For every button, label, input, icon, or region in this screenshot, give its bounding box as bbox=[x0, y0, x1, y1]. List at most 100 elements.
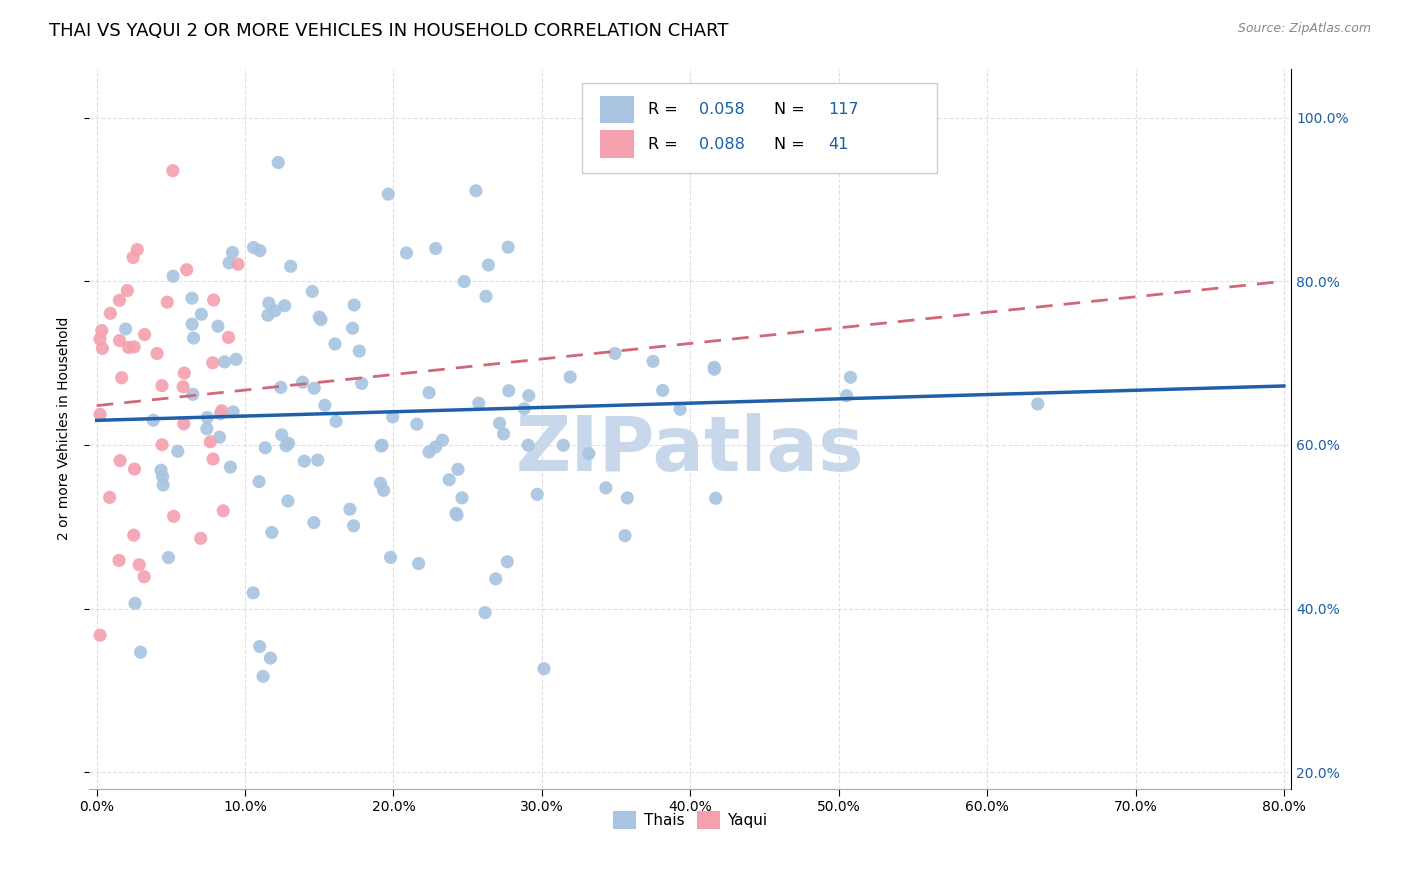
Point bbox=[150, 463, 173, 477]
FancyBboxPatch shape bbox=[600, 95, 634, 123]
Point bbox=[703, 360, 725, 375]
Point bbox=[377, 187, 399, 202]
Text: ZIPatlas: ZIPatlas bbox=[516, 413, 865, 487]
Point bbox=[190, 532, 212, 546]
Point bbox=[425, 242, 447, 256]
Point bbox=[212, 504, 235, 518]
Point bbox=[90, 324, 112, 338]
Point bbox=[669, 402, 692, 417]
Point bbox=[218, 330, 240, 344]
Point bbox=[134, 570, 156, 584]
Point bbox=[496, 555, 519, 569]
Point bbox=[202, 452, 225, 467]
Point bbox=[704, 143, 727, 157]
Point bbox=[553, 438, 575, 452]
Point bbox=[129, 645, 152, 659]
Point bbox=[641, 354, 664, 368]
Point bbox=[252, 669, 274, 683]
Point bbox=[208, 430, 231, 444]
Text: 41: 41 bbox=[828, 136, 849, 152]
Point bbox=[162, 163, 184, 178]
Point bbox=[270, 428, 292, 442]
Point bbox=[211, 403, 233, 417]
Point bbox=[405, 417, 427, 432]
Point bbox=[249, 640, 271, 654]
Point bbox=[150, 438, 173, 452]
Point bbox=[343, 298, 366, 312]
Point bbox=[225, 352, 247, 367]
Point bbox=[614, 529, 637, 543]
Point bbox=[176, 262, 198, 277]
Point bbox=[242, 586, 264, 600]
Point bbox=[247, 475, 270, 489]
Point bbox=[380, 550, 402, 565]
Point bbox=[127, 243, 149, 257]
Point bbox=[437, 473, 460, 487]
Point bbox=[277, 436, 299, 450]
Point bbox=[122, 340, 145, 354]
Point bbox=[122, 528, 145, 542]
Point bbox=[595, 481, 617, 495]
Point bbox=[314, 398, 336, 412]
Point bbox=[124, 596, 146, 610]
Point bbox=[270, 380, 292, 394]
Point bbox=[274, 439, 297, 453]
Point bbox=[128, 558, 150, 572]
Point bbox=[98, 491, 121, 505]
Point bbox=[152, 469, 174, 483]
Point bbox=[242, 240, 264, 254]
Text: THAI VS YAQUI 2 OR MORE VEHICLES IN HOUSEHOLD CORRELATION CHART: THAI VS YAQUI 2 OR MORE VEHICLES IN HOUS… bbox=[49, 22, 728, 40]
Point bbox=[292, 454, 315, 468]
Point bbox=[108, 293, 131, 308]
Point bbox=[373, 483, 395, 498]
Point bbox=[257, 308, 280, 322]
Point bbox=[124, 462, 146, 476]
Point bbox=[200, 434, 222, 449]
Point bbox=[835, 389, 858, 403]
Point bbox=[108, 553, 131, 567]
Point bbox=[309, 312, 332, 326]
Point bbox=[249, 244, 271, 258]
Point bbox=[117, 284, 139, 298]
Point bbox=[219, 460, 242, 475]
Point bbox=[526, 487, 548, 501]
Point bbox=[181, 317, 204, 331]
Point bbox=[89, 332, 111, 346]
Point bbox=[703, 362, 725, 376]
Point bbox=[496, 240, 519, 254]
Point bbox=[302, 381, 325, 395]
Point bbox=[477, 258, 499, 272]
Point bbox=[408, 557, 430, 571]
Point bbox=[350, 376, 373, 391]
Point bbox=[371, 438, 394, 452]
Text: 0.058: 0.058 bbox=[699, 102, 744, 117]
FancyBboxPatch shape bbox=[582, 83, 936, 173]
Text: Source: ZipAtlas.com: Source: ZipAtlas.com bbox=[1237, 22, 1371, 36]
Point bbox=[195, 422, 218, 436]
Point bbox=[257, 296, 280, 310]
Text: 0.088: 0.088 bbox=[699, 136, 745, 152]
Text: N =: N = bbox=[775, 136, 810, 152]
Point bbox=[201, 356, 224, 370]
Point bbox=[603, 346, 626, 360]
Y-axis label: 2 or more Vehicles in Household: 2 or more Vehicles in Household bbox=[58, 317, 72, 541]
Point bbox=[418, 385, 440, 400]
Point bbox=[267, 155, 290, 169]
Point bbox=[451, 491, 474, 505]
Point bbox=[447, 462, 470, 476]
Point bbox=[221, 245, 243, 260]
Text: R =: R = bbox=[648, 136, 683, 152]
Point bbox=[173, 366, 195, 380]
Point bbox=[209, 407, 232, 421]
Point bbox=[89, 628, 111, 642]
Point bbox=[616, 491, 638, 505]
Point bbox=[146, 346, 169, 360]
Point bbox=[195, 410, 218, 425]
Point bbox=[308, 310, 330, 324]
Point bbox=[214, 355, 236, 369]
Point bbox=[156, 295, 179, 310]
Point bbox=[173, 417, 195, 431]
Point bbox=[260, 525, 283, 540]
Point bbox=[91, 342, 114, 356]
Point bbox=[254, 441, 277, 455]
